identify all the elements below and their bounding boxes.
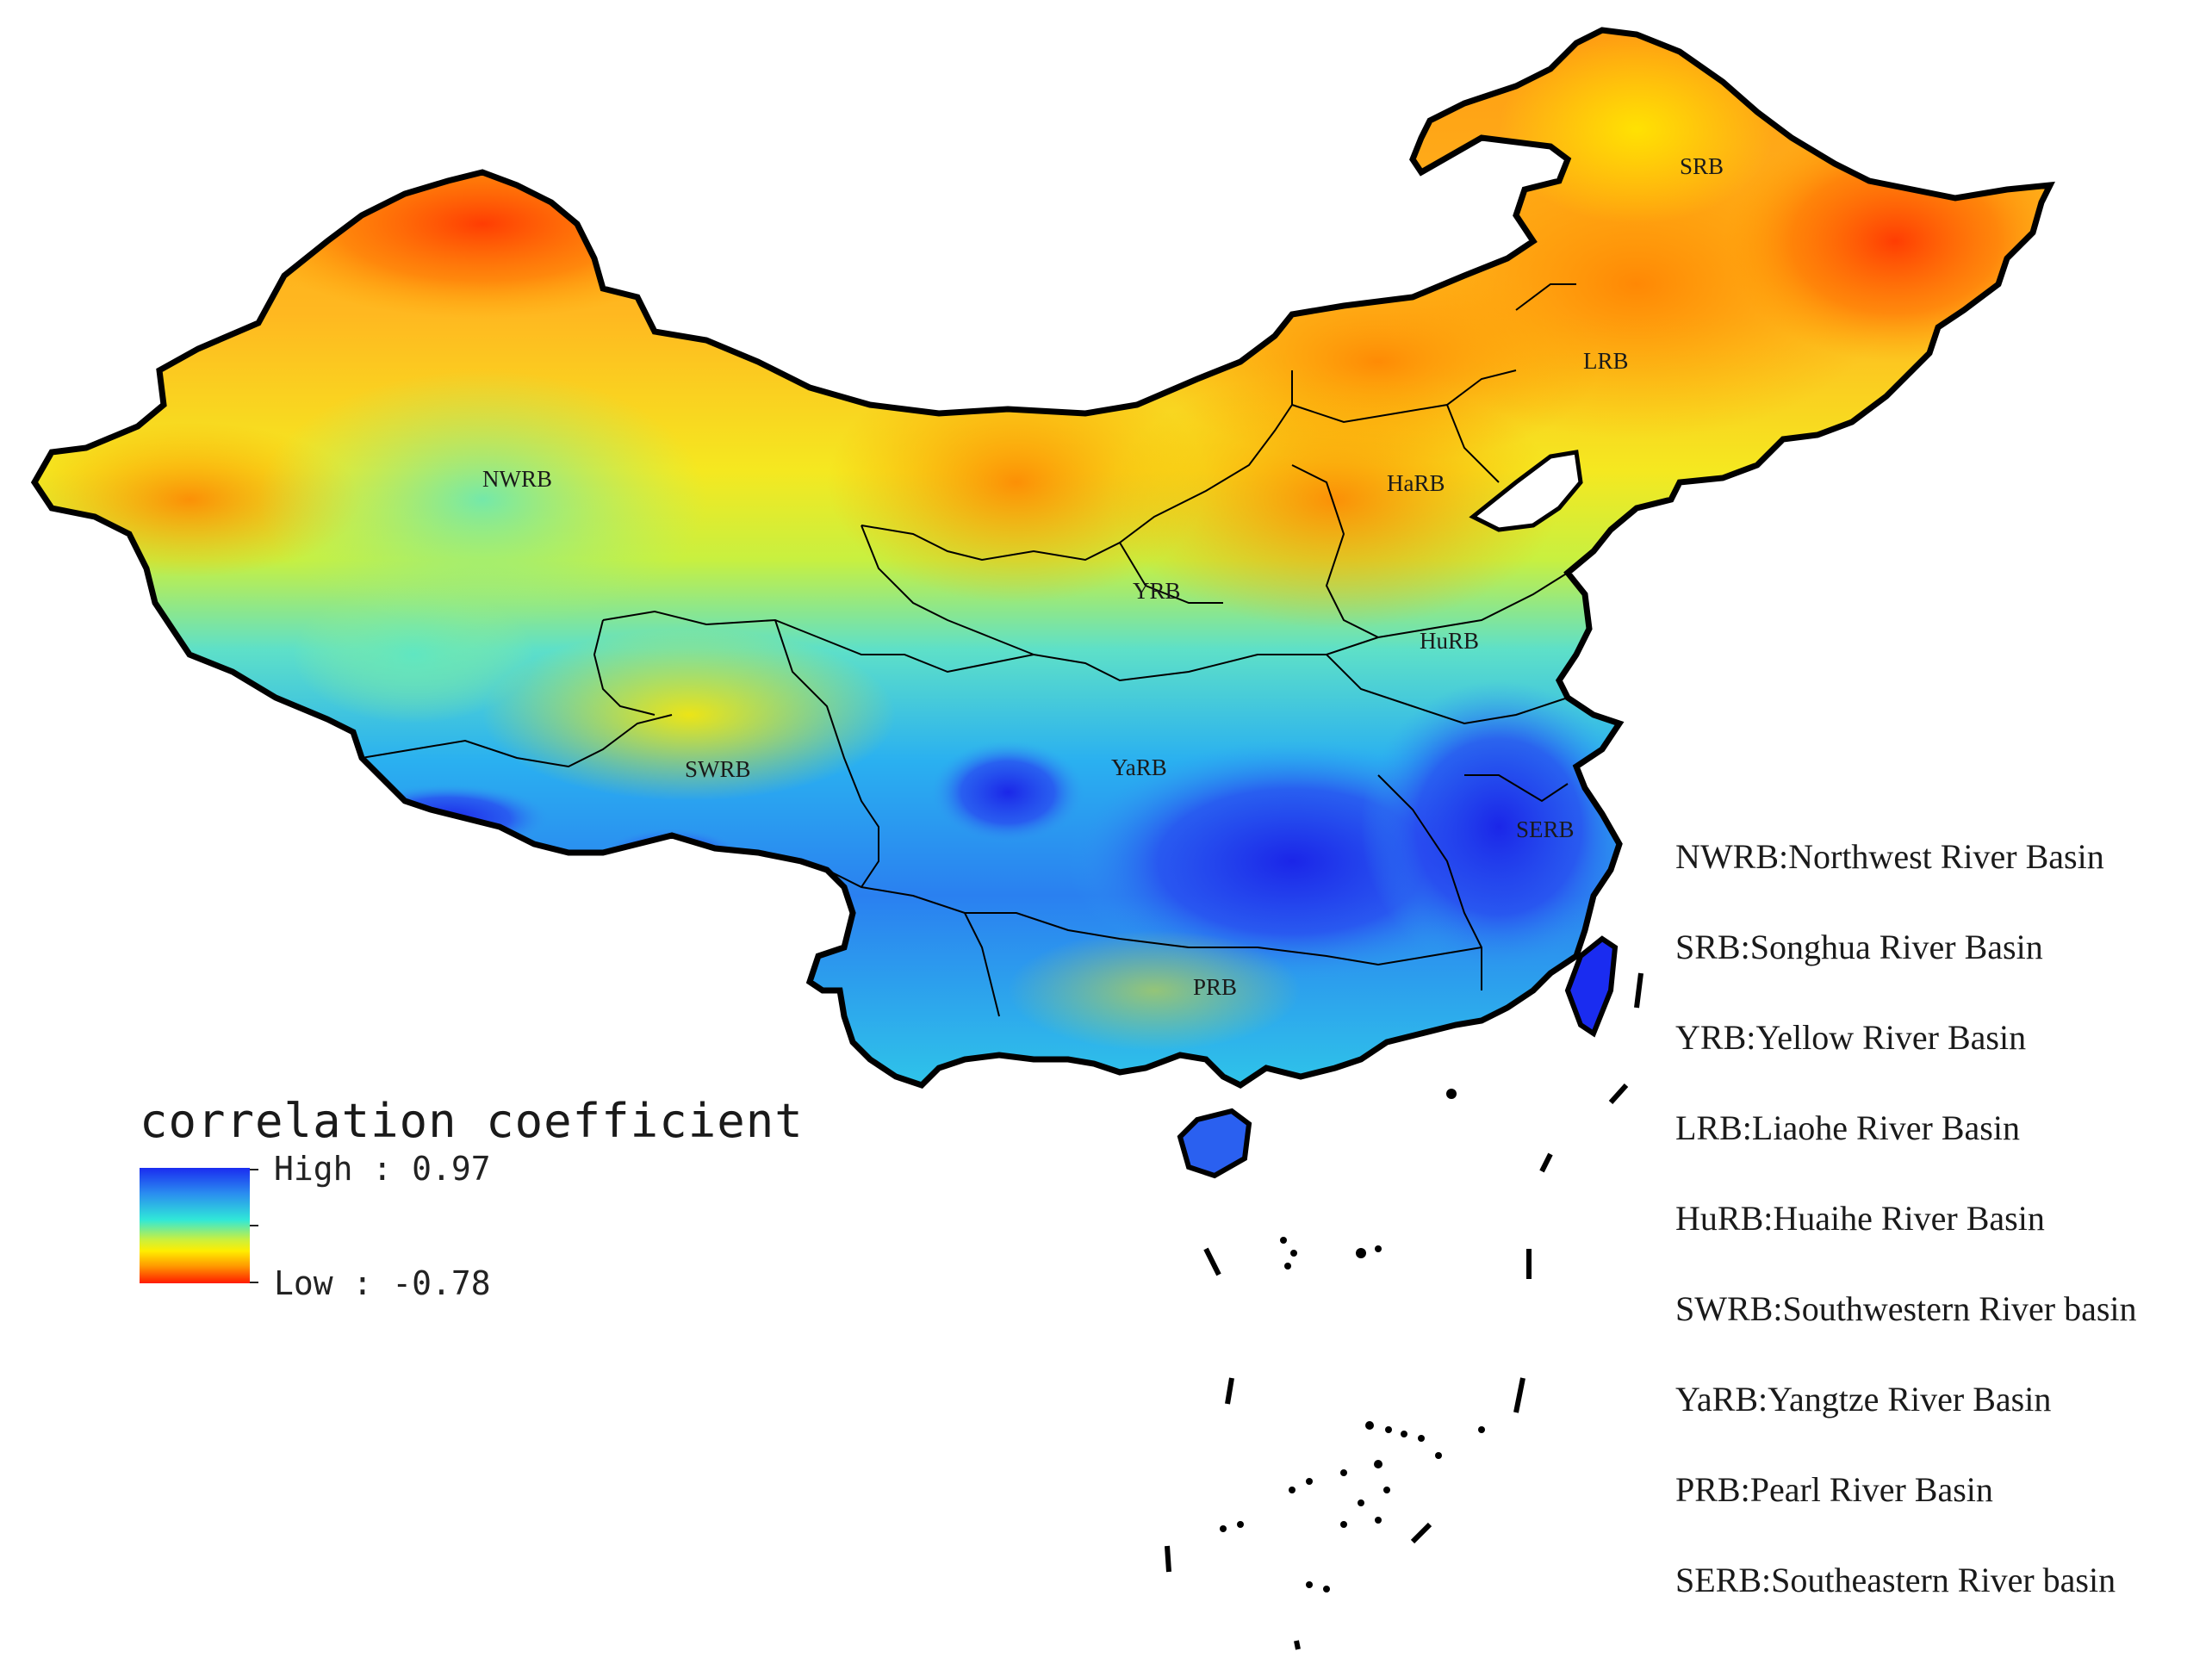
legend-tick-low bbox=[250, 1282, 258, 1283]
abbreviation-item: PRB:Pearl River Basin bbox=[1675, 1470, 1993, 1509]
abbreviation-key: NWRB:Northwest River Basin SRB:Songhua R… bbox=[1675, 831, 2137, 1645]
basin-label: NWRB bbox=[482, 466, 552, 492]
basin-label: HaRB bbox=[1387, 470, 1445, 496]
basin-label: PRB bbox=[1193, 974, 1237, 1000]
basin-label: YaRB bbox=[1111, 754, 1167, 780]
basin-label: YRB bbox=[1133, 578, 1181, 604]
legend-color-ramp bbox=[140, 1168, 250, 1283]
legend-low-label: Low : -0.78 bbox=[274, 1264, 491, 1302]
abbreviation-item: YRB:Yellow River Basin bbox=[1675, 1018, 2027, 1057]
legend-tick-high bbox=[250, 1169, 258, 1170]
abbreviation-item: YaRB:Yangtze River Basin bbox=[1675, 1380, 2052, 1419]
basin-label: SRB bbox=[1680, 153, 1724, 179]
abbreviation-item: SRB:Songhua River Basin bbox=[1675, 928, 2043, 966]
abbreviation-item: NWRB:Northwest River Basin bbox=[1675, 837, 2104, 876]
legend-title: correlation coefficient bbox=[140, 1094, 804, 1148]
abbreviation-item: LRB:Liaohe River Basin bbox=[1675, 1108, 2020, 1147]
basin-label: SWRB bbox=[685, 756, 751, 782]
basin-label: LRB bbox=[1583, 348, 1629, 374]
abbreviation-item: HuRB:Huaihe River Basin bbox=[1675, 1199, 2045, 1238]
legend-high-label: High : 0.97 bbox=[274, 1150, 491, 1188]
basin-label: SERB bbox=[1516, 816, 1575, 842]
abbreviation-item: SWRB:Southwestern River basin bbox=[1675, 1289, 2137, 1328]
abbreviation-item: SERB:Southeastern River basin bbox=[1675, 1561, 2116, 1599]
basin-label: HuRB bbox=[1420, 628, 1479, 654]
legend-tick-mid bbox=[250, 1225, 258, 1226]
basin-labels: NWRB SRB LRB HaRB YRB HuRB SWRB YaRB SER… bbox=[482, 153, 1724, 1000]
